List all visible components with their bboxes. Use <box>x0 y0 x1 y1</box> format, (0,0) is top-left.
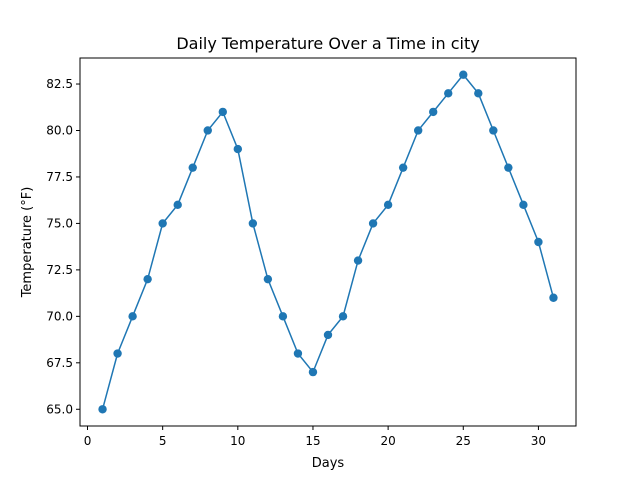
x-axis: 0 5 10 15 20 25 30 <box>84 426 546 448</box>
temperature-series-points <box>98 70 558 414</box>
chart-title: Daily Temperature Over a Time in city <box>176 34 479 53</box>
data-point <box>504 163 513 172</box>
y-tick-label: 67.5 <box>46 356 73 370</box>
data-point <box>383 200 393 210</box>
data-point <box>474 89 483 98</box>
data-point <box>278 312 288 321</box>
x-axis-label: Days <box>312 456 345 471</box>
data-point <box>519 200 528 210</box>
y-axis: 65.0 67.5 70.0 72.5 75.0 77.5 80.0 82.5 <box>46 77 80 416</box>
y-tick-label: 77.5 <box>46 170 73 184</box>
x-tick-label: 10 <box>230 434 245 448</box>
data-point <box>459 70 468 79</box>
x-tick-label: 30 <box>531 434 546 448</box>
y-tick-label: 80.0 <box>46 123 73 137</box>
x-tick-label: 15 <box>305 434 320 448</box>
x-tick-label: 0 <box>84 434 92 448</box>
data-point <box>143 274 152 284</box>
y-tick-label: 82.5 <box>46 77 73 91</box>
data-point <box>98 405 107 414</box>
data-point <box>489 126 498 135</box>
data-point <box>444 89 453 98</box>
x-tick-label: 5 <box>159 434 167 448</box>
y-axis-label: Temperature (°F) <box>20 187 35 299</box>
x-tick-label: 25 <box>456 434 471 448</box>
plot-area <box>79 57 577 427</box>
y-tick-label: 75.0 <box>46 216 73 230</box>
y-tick-label: 70.0 <box>46 309 73 323</box>
plot-frame <box>79 57 577 427</box>
data-point <box>263 274 273 284</box>
data-point <box>353 256 363 265</box>
y-tick-label: 72.5 <box>46 263 73 277</box>
data-point <box>323 330 333 340</box>
data-point <box>188 163 197 172</box>
data-point <box>338 312 348 321</box>
data-point <box>203 126 212 135</box>
y-tick-label: 65.0 <box>46 402 73 416</box>
data-point <box>429 107 438 117</box>
data-point <box>113 349 122 358</box>
data-point <box>128 312 137 321</box>
data-point <box>534 237 543 247</box>
data-point <box>549 293 558 302</box>
data-point <box>158 219 167 228</box>
data-point <box>398 163 408 172</box>
data-point <box>308 367 318 377</box>
data-point <box>368 219 378 228</box>
data-point <box>218 107 227 117</box>
data-point <box>293 349 303 358</box>
x-tick-label: 20 <box>380 434 395 448</box>
data-point <box>233 144 243 154</box>
data-point <box>248 219 258 228</box>
data-point <box>173 200 182 210</box>
data-point <box>413 126 423 135</box>
